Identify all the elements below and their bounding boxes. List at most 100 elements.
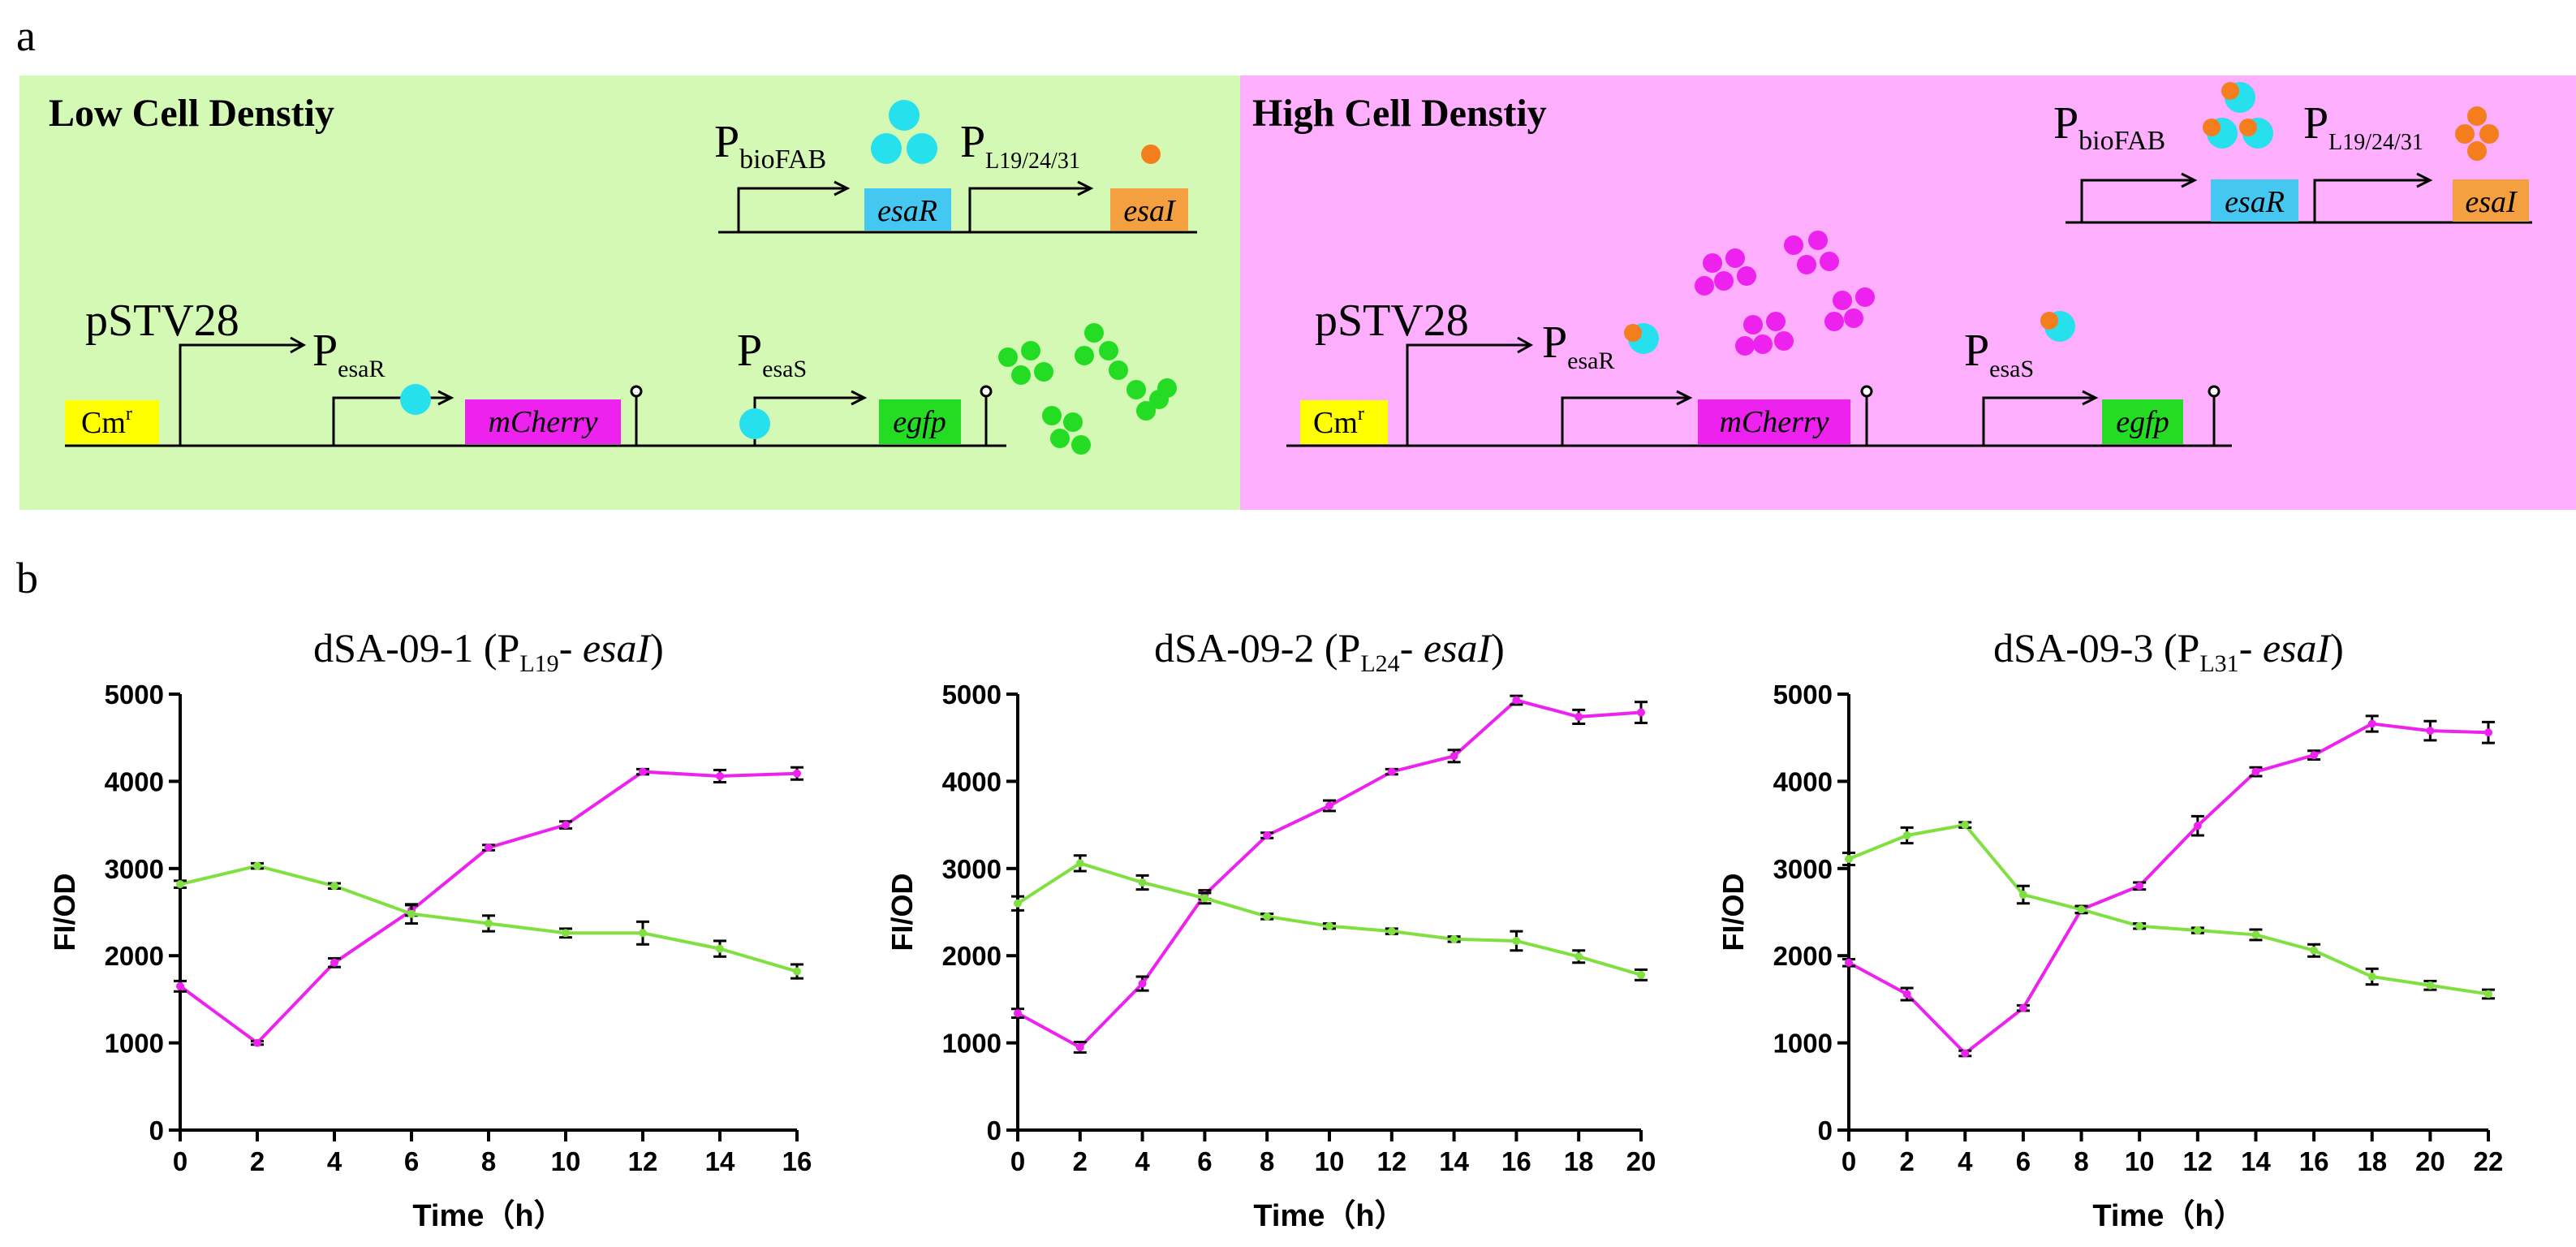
chart-title: dSA-09-3 (PL31- esaI): [1993, 625, 2344, 677]
esaR-gene-box-high: [2211, 179, 2298, 222]
data-point-egfp: [1075, 859, 1084, 868]
data-point-egfp: [1014, 899, 1022, 908]
high-density-title: High Cell Denstiy: [1252, 92, 1547, 135]
y-tick-label: 0: [987, 1115, 1002, 1146]
pstv28-label-high: pSTV28: [1315, 296, 1469, 346]
esaI-gene-label-high: esaI: [2465, 185, 2518, 219]
data-point-egfp: [1387, 927, 1396, 936]
data-point-egfp: [1574, 952, 1583, 961]
y-tick-label: 4000: [1773, 766, 1833, 796]
esaI-gene-label: esaI: [1123, 194, 1177, 228]
mcherry-gene-box-high: [1698, 399, 1850, 444]
cm-label: Cmr: [81, 403, 132, 440]
data-point-mCherry: [1637, 708, 1645, 717]
data-point-mCherry: [2135, 882, 2144, 891]
data-point-egfp: [407, 909, 416, 918]
data-point-egfp: [485, 919, 493, 928]
data-point-mCherry: [2426, 727, 2435, 736]
x-tick-label: 6: [404, 1146, 419, 1176]
esaR-gene-label: esaR: [877, 194, 937, 228]
high-density-panel: [1240, 76, 2576, 510]
chart-3: dSA-09-3 (PL31- esaI) 0 1000 2000 3000 4000 50…: [1717, 625, 2503, 1233]
x-tick-label: 12: [2182, 1146, 2212, 1176]
x-axis-label: Time（h）: [2092, 1199, 2244, 1233]
esaR-protein-dot: [871, 133, 902, 164]
data-point-mCherry: [639, 767, 647, 776]
y-tick-label: 2000: [1773, 941, 1833, 971]
data-point-mCherry: [1450, 752, 1458, 761]
y-tick-label: 3000: [1773, 854, 1833, 884]
data-point-mCherry: [1387, 767, 1396, 776]
low-density-panel: [19, 76, 1240, 510]
x-tick-label: 2: [1073, 1146, 1088, 1176]
esaI-gene-box: [1110, 188, 1188, 231]
charts: dSA-09-1 (PL19- esaI)0100020003000400050…: [48, 625, 2503, 1233]
x-tick-label: 4: [1135, 1146, 1150, 1176]
data-point-mCherry: [1574, 712, 1583, 721]
chart-title: dSA-09-1 (PL19- esaI): [313, 625, 664, 677]
egfp-protein-dots: [998, 323, 1177, 455]
p-biofab-label: PbioFAB: [714, 117, 826, 175]
x-axis-label: Time（h）: [1253, 1199, 1405, 1233]
x-tick-label: 16: [2299, 1146, 2329, 1176]
data-point-egfp: [1961, 821, 1970, 830]
p-l-label-high: PL19/24/31: [2303, 98, 2423, 155]
y-axis-label: FI/OD: [48, 874, 81, 951]
data-point-mCherry: [1263, 831, 1272, 839]
x-axis-label: Time（h）: [412, 1199, 564, 1233]
data-point-mCherry: [1138, 979, 1147, 988]
data-point-mCherry: [1325, 801, 1333, 810]
data-point-mCherry: [1512, 696, 1521, 705]
egfp-gene-label-high: egfp: [2116, 405, 2169, 439]
data-point-egfp: [253, 861, 261, 870]
esaR-protein-dot: [889, 100, 920, 131]
series-line-egfp: [1848, 822, 2489, 996]
x-tick-label: 0: [1842, 1146, 1856, 1176]
panel-a-label: a: [16, 11, 36, 60]
chart-title: dSA-09-2 (PL24- esaI): [1154, 625, 1505, 677]
chart-1: dSA-09-1 (PL19- esaI) 0 1000 2000 3000 4000 50…: [48, 625, 812, 1233]
data-point-mCherry: [1902, 990, 1911, 999]
series-line-mCherry: [1848, 722, 2489, 1056]
x-tick-label: 4: [1958, 1146, 1973, 1176]
series-line-egfp: [1016, 861, 1642, 977]
x-tick-label: 6: [1197, 1146, 1212, 1176]
data-point-egfp: [2193, 926, 2202, 935]
data-point-egfp: [2484, 990, 2492, 999]
data-point-egfp: [2426, 981, 2435, 990]
x-tick-label: 12: [1376, 1146, 1406, 1176]
cm-label-high: Cmr: [1313, 403, 1364, 440]
data-point-egfp: [1637, 970, 1645, 979]
x-tick-label: 16: [782, 1146, 812, 1176]
data-point-mCherry: [562, 821, 570, 830]
esaI-gene-box-high: [2453, 179, 2529, 222]
y-tick-label: 0: [149, 1115, 164, 1146]
cm-box-high: [1300, 400, 1388, 444]
x-tick-label: 2: [1899, 1146, 1914, 1176]
data-point-egfp: [2310, 946, 2319, 955]
x-tick-label: 14: [2241, 1146, 2271, 1176]
x-tick-label: 0: [1010, 1146, 1025, 1176]
data-point-mCherry: [2310, 751, 2319, 760]
data-point-egfp: [2251, 930, 2260, 939]
x-tick-label: 22: [2474, 1146, 2504, 1176]
low-density-title: Low Cell Denstiy: [49, 92, 334, 135]
data-point-mCherry: [253, 1038, 261, 1047]
data-point-mCherry: [716, 771, 724, 780]
low-upper-construct: PbioFAB esaR PL19/24/31 esaI: [714, 100, 1197, 234]
data-point-egfp: [562, 929, 570, 938]
data-point-egfp: [793, 967, 801, 976]
data-point-egfp: [1450, 934, 1458, 943]
data-point-mCherry: [2018, 1003, 2027, 1012]
data-point-egfp: [1263, 912, 1272, 921]
mcherry-protein-dots: [1695, 231, 1875, 356]
y-tick-label: 2000: [942, 941, 1002, 971]
data-point-mCherry: [2484, 728, 2492, 737]
data-point-egfp: [639, 929, 647, 938]
data-point-mCherry: [1075, 1042, 1084, 1051]
data-point-mCherry: [1014, 1009, 1022, 1018]
p-esar-label-high: PesaR: [1542, 317, 1614, 374]
data-point-mCherry: [176, 982, 184, 990]
y-tick-label: 5000: [942, 680, 1002, 710]
data-point-egfp: [1512, 936, 1521, 945]
